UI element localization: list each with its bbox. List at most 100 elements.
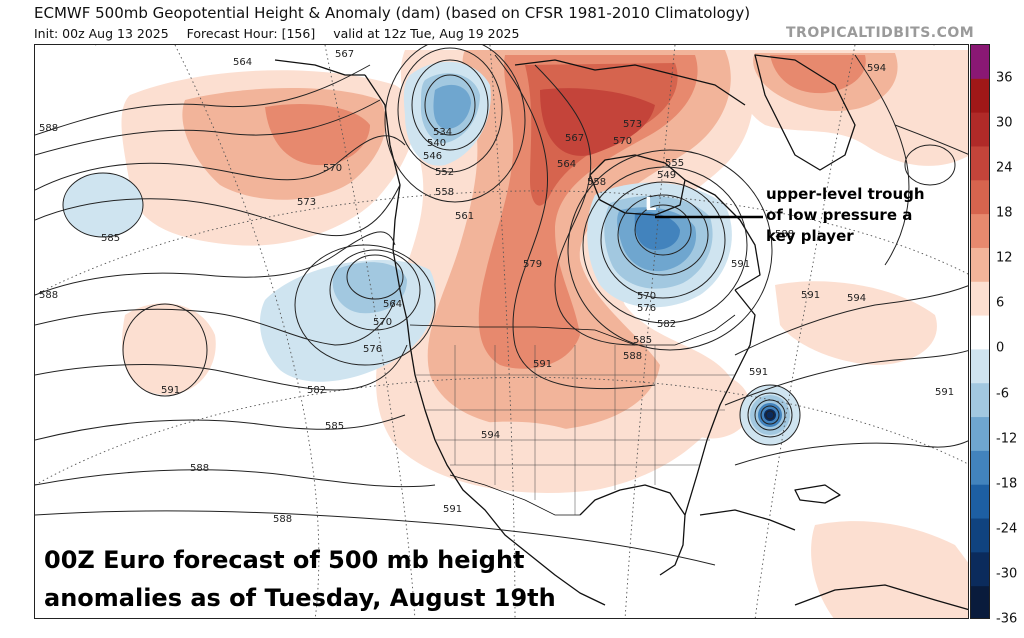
colorbar-swatch: [971, 146, 989, 181]
anomaly-trough-pacific-west: [63, 173, 143, 237]
contour-label: 570: [613, 136, 632, 147]
us-mexico-border: [449, 474, 580, 516]
contour-label: 591: [533, 359, 552, 370]
contour-label: 588: [775, 229, 794, 240]
colorbar-tick-label: -36: [996, 611, 1018, 627]
contour-label: 576: [637, 303, 656, 314]
contour-label: 591: [443, 504, 462, 515]
contour-label: 594: [847, 293, 866, 304]
contour-label: 570: [637, 291, 656, 302]
colorbar-swatch: [971, 281, 989, 317]
anomaly-ridge-hudson-core: [540, 88, 655, 156]
colorbar-swatch: [971, 45, 989, 80]
colorbar-swatch: [971, 349, 989, 384]
arctic-islands-outline: [514, 59, 746, 106]
forecast-hour: Forecast Hour: [156]: [186, 26, 316, 41]
contour-label: 555: [665, 158, 684, 169]
contour-label: 561: [455, 211, 474, 222]
colorbar-tick-label: -24: [996, 521, 1018, 537]
contour-label: 558: [587, 177, 606, 188]
colorbar-swatch: [971, 214, 989, 249]
contour-label: 564: [383, 299, 402, 310]
valid-time: valid at 12z Tue, Aug 19 2025: [333, 26, 520, 41]
map-canvas: L 564 567 534 540 546 552 558 561 570 57…: [35, 45, 968, 618]
annotation-line: of low pressure a: [766, 206, 913, 224]
annotation-line: key player: [766, 227, 854, 245]
colorbar-tick-label: -18: [996, 476, 1018, 492]
contour-label: 573: [297, 197, 316, 208]
anomaly-ridge-mid-atlantic: [673, 372, 751, 439]
contour-label: 591: [801, 290, 820, 301]
contour-label: 591: [935, 387, 954, 398]
west-coast-outline: [364, 74, 606, 606]
colorbar-tick-label: -6: [996, 386, 1009, 401]
anomaly-trough-hudson-core: [634, 212, 680, 250]
colorbar-tick-label: 6: [996, 295, 1005, 311]
anomaly-trough-pacific-northeast-inner: [332, 262, 407, 314]
hispaniola-outline: [794, 484, 841, 504]
anomaly-ridge-south-us: [462, 421, 595, 477]
cuba-outline: [699, 509, 796, 531]
colorbar-swatch: [971, 586, 989, 618]
contour-label: 594: [481, 430, 500, 441]
colorbar-swatch: [971, 247, 989, 283]
contour-label: 582: [307, 385, 326, 396]
contour-label: 591: [731, 259, 750, 270]
borders: [409, 314, 736, 516]
colorbar: [970, 44, 990, 619]
colorbar-tick-label: 24: [996, 160, 1013, 176]
height-contours: [35, 45, 968, 566]
contour-label: 588: [39, 290, 58, 301]
contour-label: 594: [867, 63, 886, 74]
caption-line: anomalies as of Tuesday, August 19th: [44, 584, 556, 612]
colorbar-tick-label: 30: [996, 115, 1013, 131]
contour-label: 549: [657, 170, 676, 181]
colorbar-swatch: [971, 383, 989, 418]
greenland-outline: [754, 54, 856, 171]
contour-label: 579: [523, 259, 542, 270]
east-coast-outline: [684, 289, 756, 516]
anomaly-ridge-east-pacific: [121, 303, 216, 395]
labrador-outline: [684, 179, 761, 291]
colorbar-tick-label: 18: [996, 205, 1013, 221]
contour-label: 588: [190, 463, 209, 474]
colorbar-swatch: [971, 552, 989, 587]
gulf-coast-outline: [579, 484, 686, 576]
caption-line: 00Z Euro forecast of 500 mb height: [44, 546, 525, 574]
alaska-outline: [274, 59, 365, 76]
contour-label: 534: [433, 127, 452, 138]
map-panel: L 564 567 534 540 546 552 558 561 570 57…: [34, 44, 969, 619]
low-marker: L: [645, 194, 656, 215]
contour-label: 582: [657, 319, 676, 330]
contour-label: 546: [423, 151, 442, 162]
colorbar-tick-label: 36: [996, 70, 1013, 86]
anomaly-trough-gulf-alaska-core: [433, 84, 471, 130]
contour-label: 567: [335, 49, 354, 60]
colorbar-swatch: [971, 78, 989, 114]
south-america-outline: [794, 584, 968, 611]
contour-label: 591: [749, 367, 768, 378]
contour-label: 576: [363, 344, 382, 355]
anomaly-ridge-caribbean: [811, 521, 968, 618]
colorbar-tick-label: 12: [996, 250, 1013, 266]
contour-label: 588: [39, 123, 58, 134]
contour-label: 588: [623, 351, 642, 362]
contour-label: 552: [435, 167, 454, 178]
brand-watermark: TROPICALTIDBITS.COM: [786, 25, 975, 41]
contour-label: 585: [633, 335, 652, 346]
colorbar-swatches: [971, 45, 989, 618]
colorbar-tick-label: -30: [996, 566, 1018, 582]
forecast-caption: 00Z Euro forecast of 500 mb height anoma…: [44, 541, 556, 617]
contour-label: 570: [373, 317, 392, 328]
colorbar-swatch: [971, 417, 989, 452]
annotation-line: upper-level trough: [766, 185, 925, 203]
colorbar-swatch: [971, 315, 989, 350]
contour-label: 564: [557, 159, 576, 170]
colorbar-swatch: [971, 518, 989, 553]
us-canada-border: [409, 314, 736, 346]
contour-label: 564: [233, 57, 252, 68]
map-subtitle: Init: 00z Aug 13 2025 Forecast Hour: [15…: [34, 26, 519, 41]
contour-label: 588: [273, 514, 292, 525]
init-time: Init: 00z Aug 13 2025: [34, 26, 169, 41]
coastlines: [274, 54, 968, 611]
